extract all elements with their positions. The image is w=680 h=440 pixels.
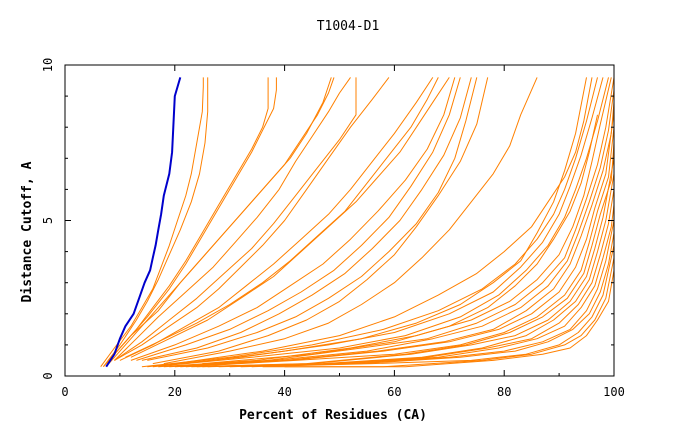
series-line-20: [147, 77, 604, 368]
series-line-19: [141, 77, 598, 368]
series-line-21: [152, 77, 609, 368]
series-line-13: [130, 77, 456, 361]
series-line-38: [174, 77, 593, 365]
series-line-29: [196, 158, 615, 368]
series-line-6: [108, 77, 332, 361]
x-tick-label-20: 20: [168, 385, 182, 399]
y-axis-label: Distance Cutoff, A: [20, 161, 35, 302]
series-line-40: [202, 114, 598, 365]
series-line-4: [105, 77, 277, 364]
y-tick-label-0: 0: [41, 372, 55, 379]
series-line-9: [114, 77, 390, 361]
series-line-18: [163, 77, 538, 365]
series-line-25: [174, 102, 615, 368]
y-tick-label-10: 10: [41, 58, 55, 72]
series-line-17: [152, 77, 489, 365]
series-line-10: [119, 77, 434, 361]
series-line-8: [114, 77, 357, 361]
x-axis-label: Percent of Residues (CA): [239, 408, 427, 423]
series-lines: [100, 77, 615, 368]
x-tick-label-60: 60: [387, 385, 401, 399]
series-line-11: [125, 77, 439, 358]
series-line-23: [163, 77, 615, 368]
x-tick-label-40: 40: [277, 385, 291, 399]
series-line-39: [185, 77, 587, 365]
series-line-14: [136, 77, 461, 361]
plot-frame: [64, 64, 615, 377]
series-line-35: [251, 245, 615, 368]
series-line-12: [130, 77, 450, 358]
x-axis: 0 20 40 60 80 100: [61, 65, 625, 399]
series-line-28: [191, 142, 615, 368]
x-tick-label-80: 80: [497, 385, 511, 399]
x-tick-label-100: 100: [603, 385, 625, 399]
chart-title: T1004-D1: [317, 19, 380, 34]
series-line-7: [114, 77, 351, 361]
series-line-1: [100, 77, 204, 367]
series-line-26: [180, 111, 615, 368]
series-line-36: [262, 257, 615, 368]
series-line-37: [284, 270, 615, 368]
series-line-16: [147, 77, 478, 361]
series-line-15: [141, 77, 472, 361]
series-line-34: [240, 232, 615, 368]
y-tick-label-5: 5: [41, 217, 55, 224]
series-line-27: [185, 127, 615, 368]
series-line-31: [207, 189, 615, 368]
series-line-33: [229, 220, 615, 368]
x-tick-label-0: 0: [61, 385, 68, 399]
y-axis: 0 5 10: [41, 58, 614, 380]
series-line-32: [218, 204, 615, 368]
highlight-series-line: [105, 77, 182, 368]
series-line-2: [103, 77, 209, 368]
series-line-24: [169, 89, 615, 368]
